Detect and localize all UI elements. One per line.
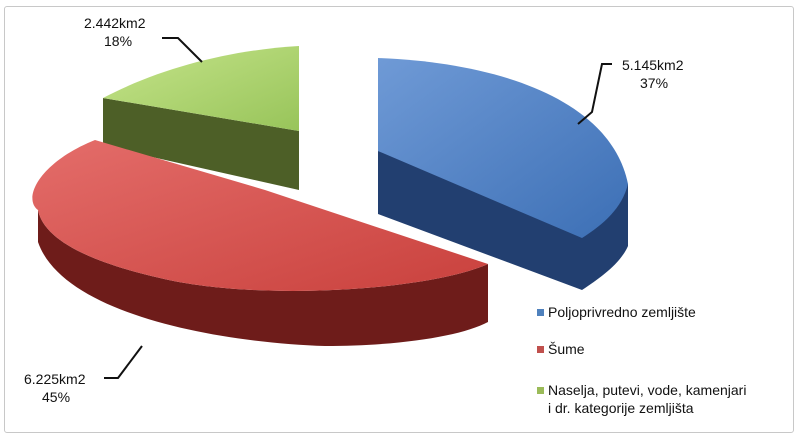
label-naselja-percent: 18% [104,33,132,49]
legend-swatch-naselja [537,387,544,394]
label-naselja-value: 2.442km2 [84,15,146,31]
slice-sume-top [32,140,489,291]
leader-line-naselja [162,37,203,63]
legend-label-sume: Šume [548,341,585,357]
leader-line-sume [104,345,143,379]
leader-line-poljoprivredno [577,63,612,125]
legend-label-naselja-line2: i dr. kategorije zemljišta [548,400,694,416]
slice-sume [32,140,489,346]
legend-label-naselja-line1: Naselja, putevi, vode, kamenjari [548,382,746,398]
slice-naselja-top [103,46,299,131]
slice-sume-side [38,210,488,346]
legend-swatch-sume [537,346,544,353]
label-poljoprivredno-percent: 37% [640,75,668,91]
slice-poljoprivredno-top [378,58,628,238]
label-sume-percent: 45% [42,389,70,405]
label-poljoprivredno-value: 5.145km2 [622,57,684,73]
slice-naselja-side [103,98,299,190]
slice-poljoprivredno [378,58,628,290]
legend: Poljoprivredno zemljište Šume Naselja, p… [537,304,746,416]
legend-label-poljoprivredno: Poljoprivredno zemljište [548,304,696,320]
legend-swatch-poljoprivredno [537,309,544,316]
label-sume-value: 6.225km2 [24,371,86,387]
slice-naselja [103,46,299,190]
